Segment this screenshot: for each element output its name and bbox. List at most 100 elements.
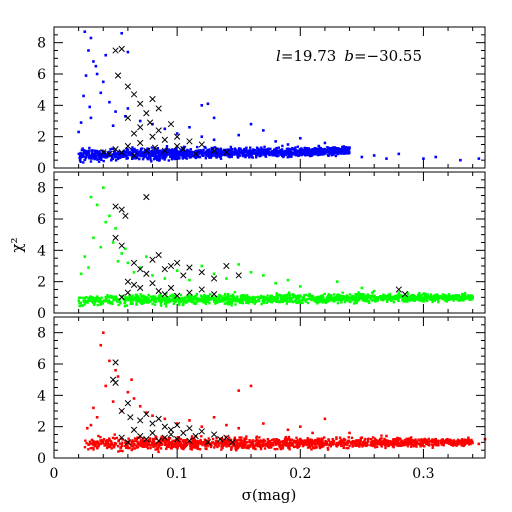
band-point [286, 149, 289, 153]
band-point [174, 148, 177, 152]
band-point [216, 445, 219, 449]
band-point [409, 438, 413, 442]
band-point [147, 300, 150, 303]
band-point [400, 294, 404, 297]
band-point [196, 149, 199, 153]
band-point [252, 441, 255, 444]
band-point [215, 439, 218, 443]
band-point [145, 441, 148, 444]
band-point [464, 442, 468, 445]
band-point [209, 293, 212, 296]
band-point [284, 441, 287, 445]
band-point [197, 440, 200, 443]
band-point [285, 297, 288, 301]
band-point [327, 297, 331, 300]
band-point [171, 442, 174, 445]
band-point [227, 152, 231, 156]
band-point [409, 440, 412, 444]
band-point [185, 157, 188, 160]
band-point [233, 291, 237, 294]
scatter-point [225, 423, 228, 427]
band-point [159, 438, 162, 441]
band-point [305, 443, 309, 446]
band-point [305, 439, 308, 442]
band-point [391, 296, 394, 299]
band-point [247, 149, 251, 153]
band-point [443, 299, 446, 302]
band-point [348, 444, 351, 447]
scatter-point [92, 60, 95, 63]
band-point [313, 299, 316, 303]
cross-point [198, 428, 205, 435]
band-point [269, 151, 273, 154]
scatter-point [262, 129, 265, 132]
band-point [410, 298, 413, 302]
band-point [452, 439, 456, 442]
band-point [227, 297, 230, 301]
coordinates-annotation: l=19.73 b=−30.55 [276, 47, 422, 65]
band-point [160, 435, 163, 439]
band-point [230, 301, 234, 304]
band-point [361, 298, 364, 302]
band-point [206, 300, 210, 304]
band-point [237, 300, 240, 303]
cross-point [124, 114, 132, 122]
band-point [406, 444, 410, 448]
band-point [318, 446, 322, 450]
band-point [321, 301, 324, 304]
band-point [262, 444, 265, 447]
band-point [349, 297, 353, 300]
band-point [309, 151, 313, 154]
band-point [215, 301, 218, 304]
band-point [218, 149, 221, 153]
band-point [301, 444, 305, 448]
band-point [202, 301, 205, 304]
band-point [235, 295, 239, 298]
band-point [391, 442, 394, 446]
band-point [347, 296, 351, 299]
band-point [310, 441, 313, 445]
band-point [158, 153, 162, 156]
band-point [110, 159, 113, 162]
band-point [196, 445, 199, 448]
band-point [307, 294, 310, 297]
band-point [343, 300, 347, 304]
band-point [93, 157, 96, 161]
band-point [190, 300, 194, 304]
scatter-point [145, 255, 148, 258]
band-point [146, 447, 150, 450]
cross-point [149, 256, 156, 263]
scatter-point [206, 102, 210, 106]
band-point [139, 441, 142, 445]
band-point [277, 149, 280, 153]
band-point [83, 303, 86, 306]
band-point [177, 297, 181, 300]
cross-point [124, 142, 132, 150]
band-point [276, 151, 280, 155]
band-point [113, 297, 116, 301]
band-point [324, 442, 328, 446]
band-point [397, 444, 401, 447]
band-point [297, 295, 300, 298]
band-point [406, 298, 409, 301]
band-point [234, 299, 237, 303]
band-point [419, 438, 423, 442]
band-point [245, 441, 249, 444]
scatter-point [151, 414, 154, 417]
cross-point [155, 287, 162, 295]
band-point [228, 441, 231, 444]
band-point [306, 151, 309, 154]
scatter-point [317, 144, 321, 148]
band-point [255, 444, 258, 447]
band-point [302, 440, 306, 443]
band-point [348, 293, 352, 296]
band-point [196, 447, 200, 450]
band-point [252, 300, 255, 304]
scatter-point [89, 36, 93, 40]
cross-point [146, 119, 154, 126]
band-point [179, 443, 182, 446]
band-point [257, 439, 260, 443]
band-point [298, 437, 302, 441]
band-point [150, 297, 154, 300]
